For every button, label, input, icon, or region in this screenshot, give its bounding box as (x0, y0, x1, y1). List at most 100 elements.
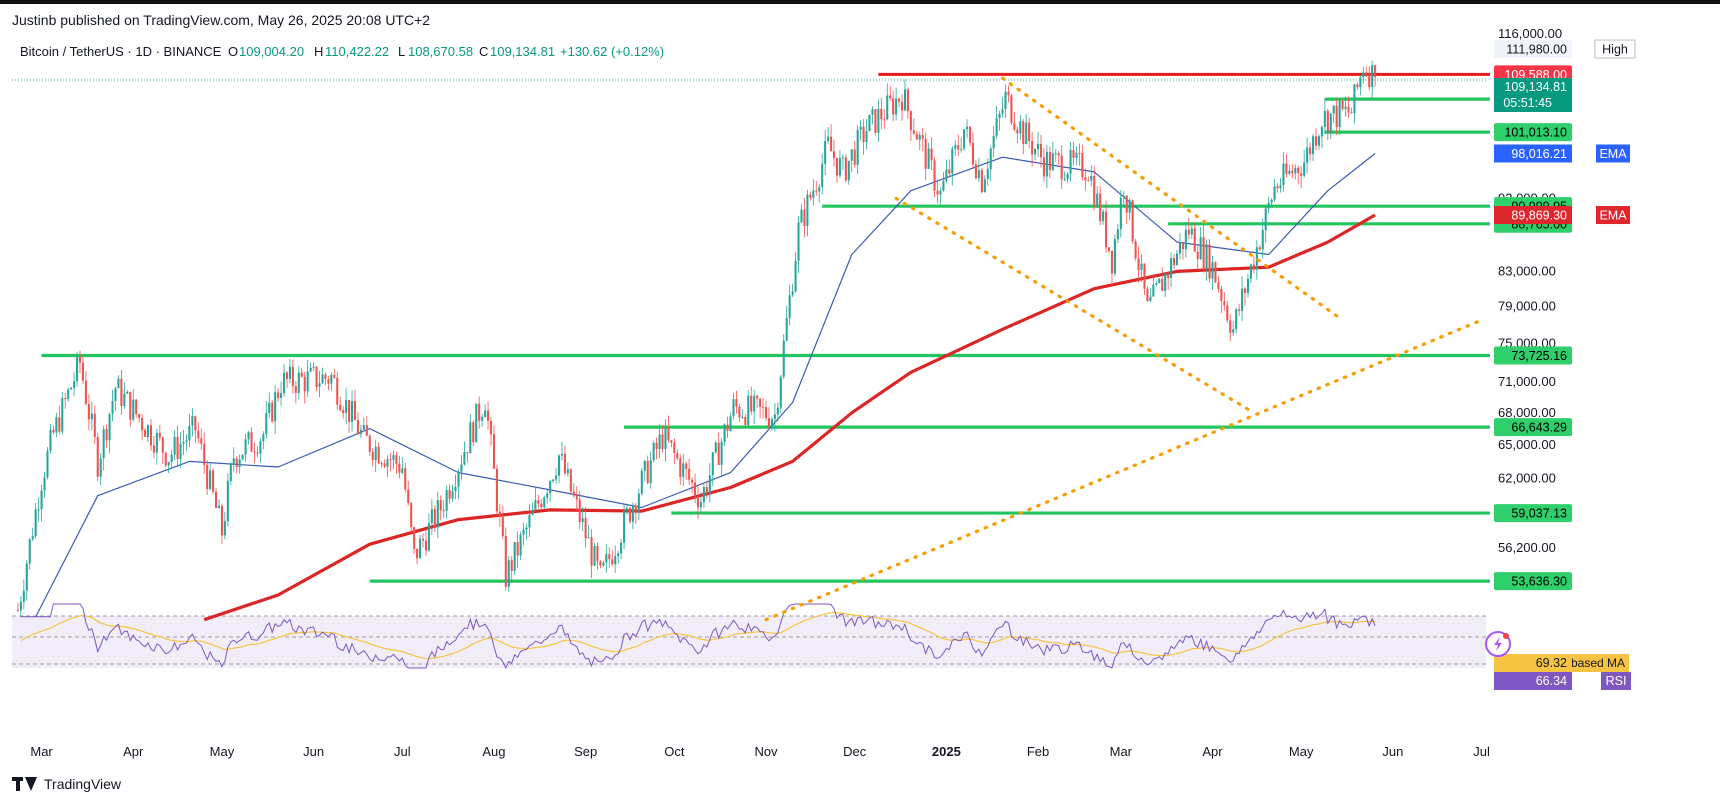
candle-body (679, 458, 682, 477)
candle-body (1105, 211, 1108, 248)
candle-body (419, 538, 422, 559)
candle-body (1164, 273, 1167, 291)
candle-body (971, 142, 975, 165)
candle-body (552, 479, 555, 482)
x-tick-label: Aug (482, 744, 505, 759)
candle-body (1158, 278, 1161, 284)
candle-body (484, 410, 487, 417)
candle-body (735, 399, 738, 407)
last-price-bg (1494, 78, 1572, 112)
alert-icon[interactable] (1485, 631, 1511, 657)
candle-body (1368, 74, 1371, 88)
candle-body (658, 434, 661, 450)
rsi-name-bg (1601, 672, 1631, 690)
candle-body (886, 95, 889, 120)
candle-body (1093, 176, 1096, 207)
candle-body (457, 471, 460, 487)
candle-body (70, 387, 73, 390)
candle-body (546, 493, 549, 498)
candle-body (138, 414, 141, 419)
candle-body (217, 505, 221, 508)
candle-body (167, 462, 170, 466)
candle-body (1320, 127, 1323, 137)
candle-body (1249, 264, 1252, 279)
y-tick-label: 83,000.00 (1498, 263, 1556, 278)
candle-body (557, 455, 561, 476)
y-tick-label: 65,000.00 (1498, 437, 1556, 452)
candle-body (986, 169, 989, 180)
candle-body (226, 480, 229, 522)
candle-body (315, 366, 318, 387)
ema-name-bg (1596, 144, 1630, 163)
candle-body (1125, 195, 1128, 213)
candle-body (294, 386, 297, 393)
candle-body (782, 340, 785, 377)
candle-body (1187, 229, 1190, 235)
candle-body (853, 149, 856, 165)
candle-body (513, 542, 516, 571)
candle-body (395, 455, 398, 464)
candle-body (220, 505, 223, 536)
candle-body (776, 407, 779, 415)
candle-body (717, 442, 720, 465)
candle-body (176, 436, 179, 459)
candle-body (93, 413, 96, 438)
candle-body (1303, 162, 1306, 176)
candle-body (945, 169, 948, 182)
candle-body (747, 395, 750, 425)
candle-body (903, 89, 907, 111)
candle-body (1034, 149, 1037, 155)
candle-body (303, 376, 306, 392)
trendlines-layer (764, 76, 1484, 622)
candle-body (1099, 193, 1102, 222)
last-price-value: 109,134.81 (1504, 80, 1567, 94)
candle-body (528, 514, 531, 528)
candle-body (1329, 113, 1332, 133)
candle-body (960, 148, 963, 150)
candle-body (111, 400, 114, 414)
candle-body (1332, 105, 1335, 114)
candle-body (214, 491, 218, 508)
price-tags: 109,588.00105,822.10101,013.1090,999.958… (1494, 39, 1636, 690)
close-label: C (479, 44, 488, 59)
level-tag-bg (1494, 418, 1572, 437)
candle-body (543, 497, 546, 508)
candle-body (1096, 193, 1099, 207)
candle-body (1288, 170, 1291, 174)
candle-body (830, 136, 833, 152)
candle-body (1167, 273, 1170, 278)
x-tick-label: Jul (394, 744, 411, 759)
level-tag-bg (1494, 504, 1572, 523)
candle-body (342, 410, 345, 414)
candle-body (351, 401, 354, 422)
candle-body (1175, 253, 1179, 266)
candle-body (640, 470, 643, 494)
candle-body (223, 521, 226, 536)
level-tag: 66,643.29 (1511, 421, 1567, 435)
high-label: H (314, 44, 323, 59)
candle-body (31, 536, 34, 540)
trendline (764, 318, 1484, 622)
candle-body (708, 475, 711, 494)
ema-name: EMA (1599, 147, 1627, 161)
candle-body (661, 434, 664, 450)
candle-body (102, 429, 105, 459)
candle-body (623, 510, 626, 543)
high-label-bg (1594, 39, 1636, 59)
low-label: L (398, 44, 405, 59)
candle-body (803, 209, 806, 227)
candle-body (43, 477, 46, 491)
candle-body (1279, 185, 1282, 189)
candle-body (720, 441, 723, 465)
candle-body (1300, 173, 1303, 176)
candle-body (1039, 143, 1043, 158)
candle-body (377, 446, 380, 464)
candle-body (1246, 278, 1250, 293)
candle-body (1143, 263, 1146, 289)
candle-body (750, 395, 753, 412)
candle-body (466, 452, 469, 454)
candle-body (575, 495, 578, 500)
candle-body (1037, 143, 1040, 150)
level-tag: 59,037.13 (1511, 507, 1567, 521)
